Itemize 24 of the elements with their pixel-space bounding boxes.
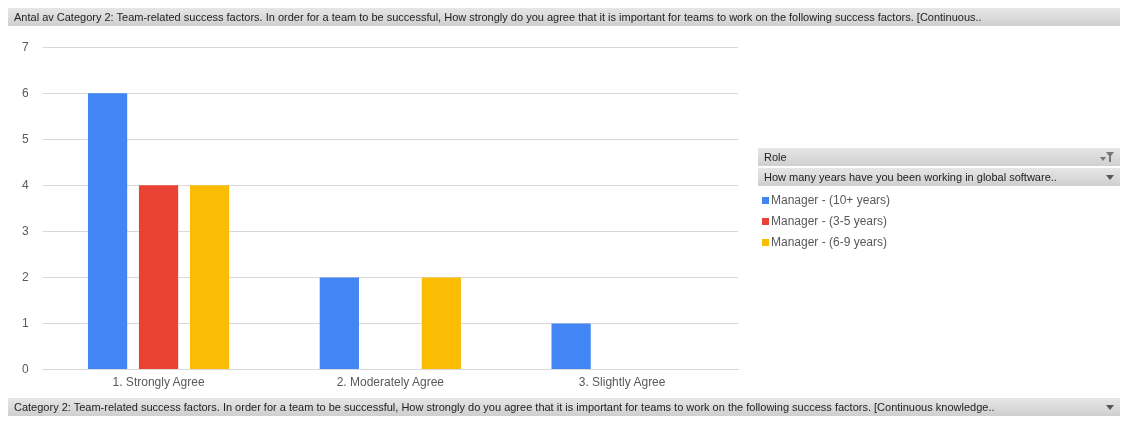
- y-tick-label: 2: [21, 269, 29, 284]
- x-tick-label: 3. Slightly Agree: [578, 375, 666, 390]
- legend-label: Manager - (3-5 years): [771, 214, 888, 228]
- bar: [189, 185, 230, 370]
- y-tick-label: 5: [21, 131, 29, 146]
- y-tick-label: 6: [21, 85, 29, 100]
- bar: [87, 93, 128, 370]
- bar: [319, 277, 359, 370]
- x-axis-title: Category 2: Team-related success factors. In order for a team to be successful, How strongly do you agree that it is important for teams to work on the following success factors. [Continuous knowledge..: [14, 401, 995, 413]
- x-tick-label: 2. Moderately Agree: [336, 375, 445, 390]
- chart-title: Antal av Category 2: Team-related success factors. In order for a team to be successful, How strongly do you agree that it is important for teams to work on the following success factors. [Continuous..: [14, 11, 982, 23]
- y-tick-label: 3: [21, 223, 29, 238]
- y-tick-label: 7: [21, 39, 29, 54]
- bar: [421, 277, 461, 370]
- y-tick-label: 1: [21, 315, 29, 330]
- text: How many years have you been working in global software..: [764, 171, 1057, 183]
- bar: [138, 185, 179, 370]
- legend-title: Role: [764, 151, 787, 163]
- legend-label: Manager - (10+ years): [771, 193, 891, 207]
- y-tick-label: 0: [21, 361, 29, 376]
- bar: [551, 323, 591, 370]
- y-tick-label: 4: [21, 177, 29, 192]
- legend-label: Manager - (6-9 years): [771, 235, 888, 249]
- x-tick-label: 1. Strongly Agree: [112, 375, 205, 390]
